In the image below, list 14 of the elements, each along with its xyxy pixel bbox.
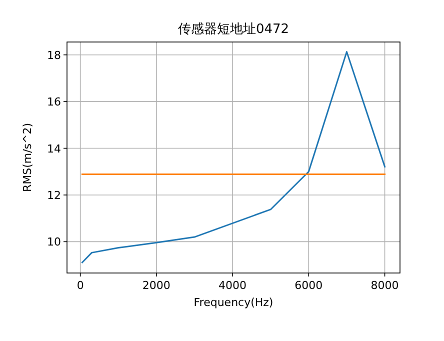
y-tick-label: 18 [47, 48, 61, 62]
x-tick-label: 4000 [218, 279, 247, 292]
x-tick-label: 2000 [142, 279, 170, 292]
x-tick-label: 0 [76, 279, 84, 292]
y-tick-label: 14 [47, 142, 61, 156]
x-tick-label: 8000 [370, 279, 399, 292]
x-axis-title: Frequency(Hz) [194, 296, 274, 309]
line-series [81, 51, 386, 264]
y-axis-title: RMS(m/s^2) [21, 122, 34, 192]
y-tick-label: 10 [47, 236, 61, 249]
y-tick-label: 12 [47, 188, 61, 202]
y-tick-label: 16 [47, 96, 61, 109]
chart-title: 传感器短地址0472 [178, 22, 290, 37]
x-tick-label: 6000 [294, 279, 323, 292]
